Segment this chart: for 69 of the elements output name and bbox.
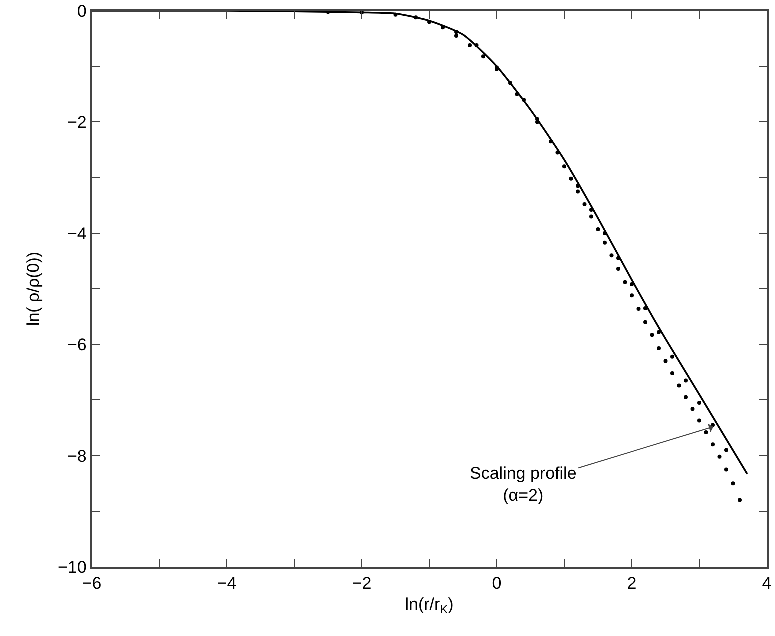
point [630, 282, 634, 287]
point [482, 54, 486, 59]
point [610, 254, 614, 258]
point [556, 150, 560, 155]
point [454, 30, 458, 34]
point [522, 98, 526, 102]
point [394, 12, 398, 17]
point [441, 26, 445, 30]
point [428, 20, 432, 24]
point [596, 228, 600, 232]
point [582, 202, 587, 206]
point [657, 330, 661, 334]
point [738, 498, 742, 502]
x-tick-label: 0 [492, 574, 502, 594]
point [603, 231, 607, 236]
y-tick-label: −6 [67, 336, 87, 355]
point [616, 266, 620, 271]
x-tick-label: 2 [627, 574, 637, 594]
point [724, 468, 728, 472]
point [590, 208, 594, 212]
point [677, 384, 682, 388]
point [718, 454, 722, 459]
point [474, 43, 479, 48]
x-tick-label: −4 [217, 574, 237, 594]
point [562, 164, 566, 169]
point [576, 190, 580, 194]
y-tick-label: 0 [77, 2, 87, 21]
x-tick-label: 4 [762, 574, 772, 594]
point [698, 418, 702, 423]
point [698, 400, 702, 405]
point [326, 11, 330, 14]
point [684, 395, 688, 400]
x-tick-label: −6 [82, 574, 102, 594]
point [536, 120, 540, 124]
point [724, 448, 728, 452]
x-tick-label: −2 [352, 574, 372, 594]
point [657, 346, 661, 350]
point [623, 280, 628, 284]
point [690, 407, 695, 412]
point [616, 256, 620, 260]
y-axis-title: ln( ρ/ρ(0)) [24, 252, 44, 326]
point [684, 378, 688, 383]
point [670, 354, 674, 359]
point [576, 184, 580, 188]
point [644, 320, 648, 324]
point [670, 372, 674, 376]
point [704, 430, 708, 434]
annotation: Scaling profile (α=2) [470, 464, 577, 506]
point [630, 294, 634, 298]
point [711, 442, 715, 447]
point [515, 92, 520, 96]
point [603, 240, 607, 245]
point [636, 307, 641, 312]
point [508, 81, 512, 86]
y-tick-label: −10 [58, 558, 87, 577]
x-axis-title: ln(r/r$_{K}$) [405, 595, 454, 617]
point [468, 43, 472, 48]
y-tick-label: −2 [67, 113, 87, 132]
point [590, 214, 594, 219]
point [644, 306, 648, 310]
point [650, 333, 654, 338]
y-tick-label: −4 [67, 224, 87, 244]
point [549, 140, 553, 144]
point [454, 34, 458, 38]
point [414, 16, 418, 20]
point [731, 482, 736, 486]
point [569, 176, 574, 181]
point [664, 359, 668, 364]
y-tick-label: −8 [67, 446, 87, 466]
